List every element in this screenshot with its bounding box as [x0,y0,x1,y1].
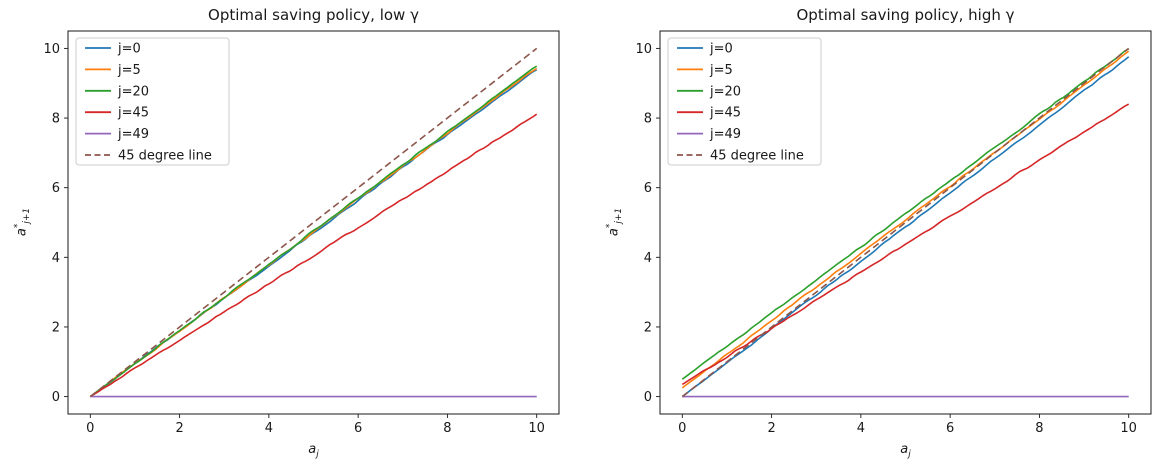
legend-label-45-degree-line: 45 degree line [118,149,212,164]
y-tick-label: 2 [52,320,60,335]
xlabel-sub: j [908,449,911,460]
axes-frame [67,30,560,415]
legend-label-j-20: j=20 [117,84,149,99]
y-tick-label: 6 [644,181,652,196]
x-tick-label: 10 [1120,421,1137,436]
x-axis-label-left: aj [68,441,559,460]
y-tick-label: 10 [43,42,60,57]
x-tick-label: 6 [946,421,954,436]
chart-title-high-gamma: Optimal saving policy, high γ [796,6,1015,24]
series-line-45-degree-line [681,47,1130,398]
ylabel-base: a [14,228,30,237]
y-tick-label: 6 [52,181,60,196]
x-tick-label: 8 [443,421,451,436]
y-tick-label: 10 [635,42,652,57]
legend-label-j-0: j=0 [117,42,141,57]
series-line-j-20 [89,65,538,398]
ylabel-base: a [606,228,622,237]
x-tick-label: 10 [528,421,545,436]
legend-label-45-degree-line: 45 degree line [710,149,804,164]
y-axis-label-left: a*j+1 [8,162,32,282]
plot-area [681,47,1130,398]
xlabel-sub: j [316,449,319,460]
series-line-j-45 [89,113,538,398]
x-tick-label: 0 [86,421,94,436]
legend-frame [75,37,230,166]
xlabel-base: a [308,442,317,457]
ylabel-sub: j+1 [21,207,32,224]
axes-low-gamma: 0 2 4 6 8 10 0 2 4 6 8 10 j=0 j=5 j=20 j=45 j=49 45 degre… [43,30,560,436]
y-tick-label: 2 [644,320,652,335]
x-tick-label: 4 [857,421,865,436]
series-line-j-20 [681,48,1130,380]
legend-label-j-45: j=45 [117,106,149,121]
x-tick-label: 4 [265,421,273,436]
ylabel-sup: * [605,223,615,229]
y-axis-label-right: a*j+1 [600,162,624,282]
y-tick-label: 4 [644,251,652,266]
axes-high-gamma: 0 2 4 6 8 10 0 2 4 6 8 10 j=0 j=5 j=20 j=45 j=49 45 degre… [635,30,1152,436]
x-tick-label: 0 [678,421,686,436]
plot-area [89,47,538,398]
x-tick-label: 8 [1035,421,1043,436]
xlabel-base: a [900,442,909,457]
legend-label-j-20: j=20 [709,84,741,99]
ylabel-sup: * [13,223,23,229]
legend-label-j-0: j=0 [709,42,733,57]
legend-label-j-5: j=5 [709,63,733,78]
ylabel-sub: j+1 [613,207,624,224]
y-tick-label: 4 [52,251,60,266]
y-tick-label: 0 [52,390,60,405]
series-line-j-5 [681,50,1130,389]
legend-label-j-45: j=45 [709,106,741,121]
legend: j=0 j=5 j=20 j=45 j=49 45 degree line [75,37,230,166]
y-tick-label: 8 [644,112,652,127]
legend-label-j-49: j=49 [117,127,149,142]
x-tick-label: 6 [354,421,362,436]
y-tick-label: 0 [644,390,652,405]
series-line-j-0 [681,56,1130,398]
legend-frame [667,37,822,166]
x-tick-label: 2 [175,421,183,436]
y-tick-label: 8 [52,112,60,127]
x-axis-label-right: aj [660,441,1151,460]
series-line-j-45 [681,103,1130,386]
x-tick-label: 2 [767,421,775,436]
chart-title-low-gamma: Optimal saving policy, low γ [208,6,419,24]
legend: j=0 j=5 j=20 j=45 j=49 45 degree line [667,37,822,166]
series-line-45-degree-line [89,47,538,398]
legend-label-j-5: j=5 [117,63,141,78]
legend-label-j-49: j=49 [709,127,741,142]
axes-frame [659,30,1152,415]
